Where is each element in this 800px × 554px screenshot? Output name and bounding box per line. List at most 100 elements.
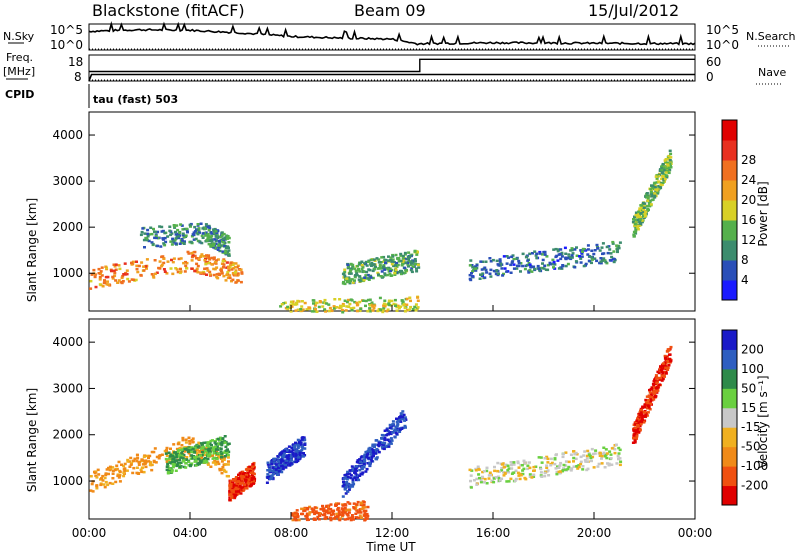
- colorbar-tick-label: 4: [741, 273, 749, 287]
- colorbar-tick-label: -200: [741, 479, 768, 493]
- data-cell: [387, 433, 390, 436]
- data-cell: [191, 254, 195, 257]
- data-cell: [223, 241, 227, 245]
- data-cell: [330, 309, 334, 313]
- data-cell: [562, 463, 566, 467]
- data-cell: [153, 259, 157, 262]
- data-cell: [359, 460, 363, 464]
- data-cell: [501, 274, 505, 277]
- data-cell: [103, 476, 107, 480]
- data-cell: [654, 175, 658, 178]
- data-cell: [323, 514, 327, 517]
- data-cell: [469, 474, 473, 477]
- data-cell: [196, 224, 200, 227]
- data-cell: [166, 471, 170, 474]
- data-cell: [497, 477, 501, 480]
- data-cell: [371, 269, 375, 273]
- data-cell: [351, 485, 355, 488]
- data-cell: [546, 461, 550, 464]
- data-cell: [284, 461, 288, 465]
- data-cell: [347, 508, 351, 512]
- data-cell: [166, 260, 170, 263]
- data-cell: [290, 453, 293, 457]
- data-cell: [663, 375, 666, 378]
- data-cell: [636, 424, 639, 427]
- data-cell: [332, 509, 336, 512]
- data-cell: [406, 261, 410, 265]
- data-cell: [279, 305, 283, 308]
- data-cell: [223, 441, 227, 444]
- data-cell: [179, 270, 183, 273]
- data-cell: [228, 266, 232, 269]
- data-cell: [567, 460, 571, 464]
- data-cell: [602, 257, 606, 260]
- data-cell: [370, 452, 374, 455]
- data-cell: [300, 438, 304, 441]
- data-cell: [142, 455, 146, 459]
- data-cell: [381, 310, 385, 314]
- data-cell: [184, 462, 188, 465]
- data-cell: [270, 462, 274, 465]
- data-cell: [368, 449, 372, 453]
- data-cell: [173, 239, 177, 242]
- data-cell: [122, 273, 126, 276]
- data-cell: [598, 249, 602, 252]
- data-cell: [221, 259, 225, 263]
- data-cell: [389, 269, 392, 273]
- data-cell: [90, 482, 94, 486]
- data-cell: [640, 413, 644, 416]
- data-cell: [546, 457, 550, 461]
- data-cell: [492, 477, 496, 480]
- data-cell: [155, 455, 159, 459]
- data-cell: [369, 458, 373, 461]
- data-cell: [247, 478, 251, 481]
- data-cell: [509, 461, 513, 464]
- data-cell: [480, 475, 484, 479]
- y-tick-label: 1000: [52, 474, 83, 488]
- data-cell: [664, 158, 668, 161]
- data-cell: [383, 268, 387, 271]
- data-cell: [121, 280, 125, 283]
- y-tick-label: 1000: [52, 266, 83, 280]
- data-cell: [390, 274, 394, 277]
- data-cell: [229, 261, 233, 264]
- data-cell: [475, 264, 479, 267]
- data-cell: [527, 461, 531, 464]
- data-cell: [667, 154, 671, 158]
- data-cell: [323, 308, 327, 311]
- data-cell: [660, 183, 664, 186]
- data-cell: [472, 479, 476, 482]
- data-cell: [543, 264, 547, 267]
- data-cell: [156, 244, 160, 248]
- data-cell: [272, 472, 275, 476]
- data-cell: [401, 260, 405, 263]
- data-cell: [516, 461, 520, 465]
- data-cell: [645, 414, 649, 417]
- data-cell: [532, 469, 535, 472]
- data-cell: [216, 258, 220, 261]
- data-cell: [669, 164, 672, 167]
- freq-left-bottom-tick: 8: [74, 70, 82, 84]
- data-cell: [216, 236, 220, 240]
- data-cell: [107, 283, 110, 286]
- data-cell: [368, 461, 372, 465]
- data-cell: [239, 482, 242, 486]
- data-cell: [595, 259, 599, 263]
- data-cell: [178, 231, 182, 235]
- data-cell: [608, 248, 612, 251]
- data-cell: [651, 186, 655, 189]
- data-cell: [111, 277, 115, 280]
- data-cell: [667, 166, 671, 170]
- data-cell: [103, 485, 107, 489]
- data-cell: [329, 513, 333, 516]
- power-ylabel: Slant Range [km]: [25, 198, 39, 302]
- data-cell: [389, 304, 393, 307]
- data-cell: [297, 456, 301, 459]
- data-cell: [618, 241, 622, 244]
- data-cell: [181, 436, 185, 440]
- data-cell: [475, 483, 479, 486]
- data-cell: [212, 242, 216, 246]
- data-cell: [550, 263, 554, 266]
- data-cell: [177, 257, 181, 261]
- data-cell: [120, 463, 123, 466]
